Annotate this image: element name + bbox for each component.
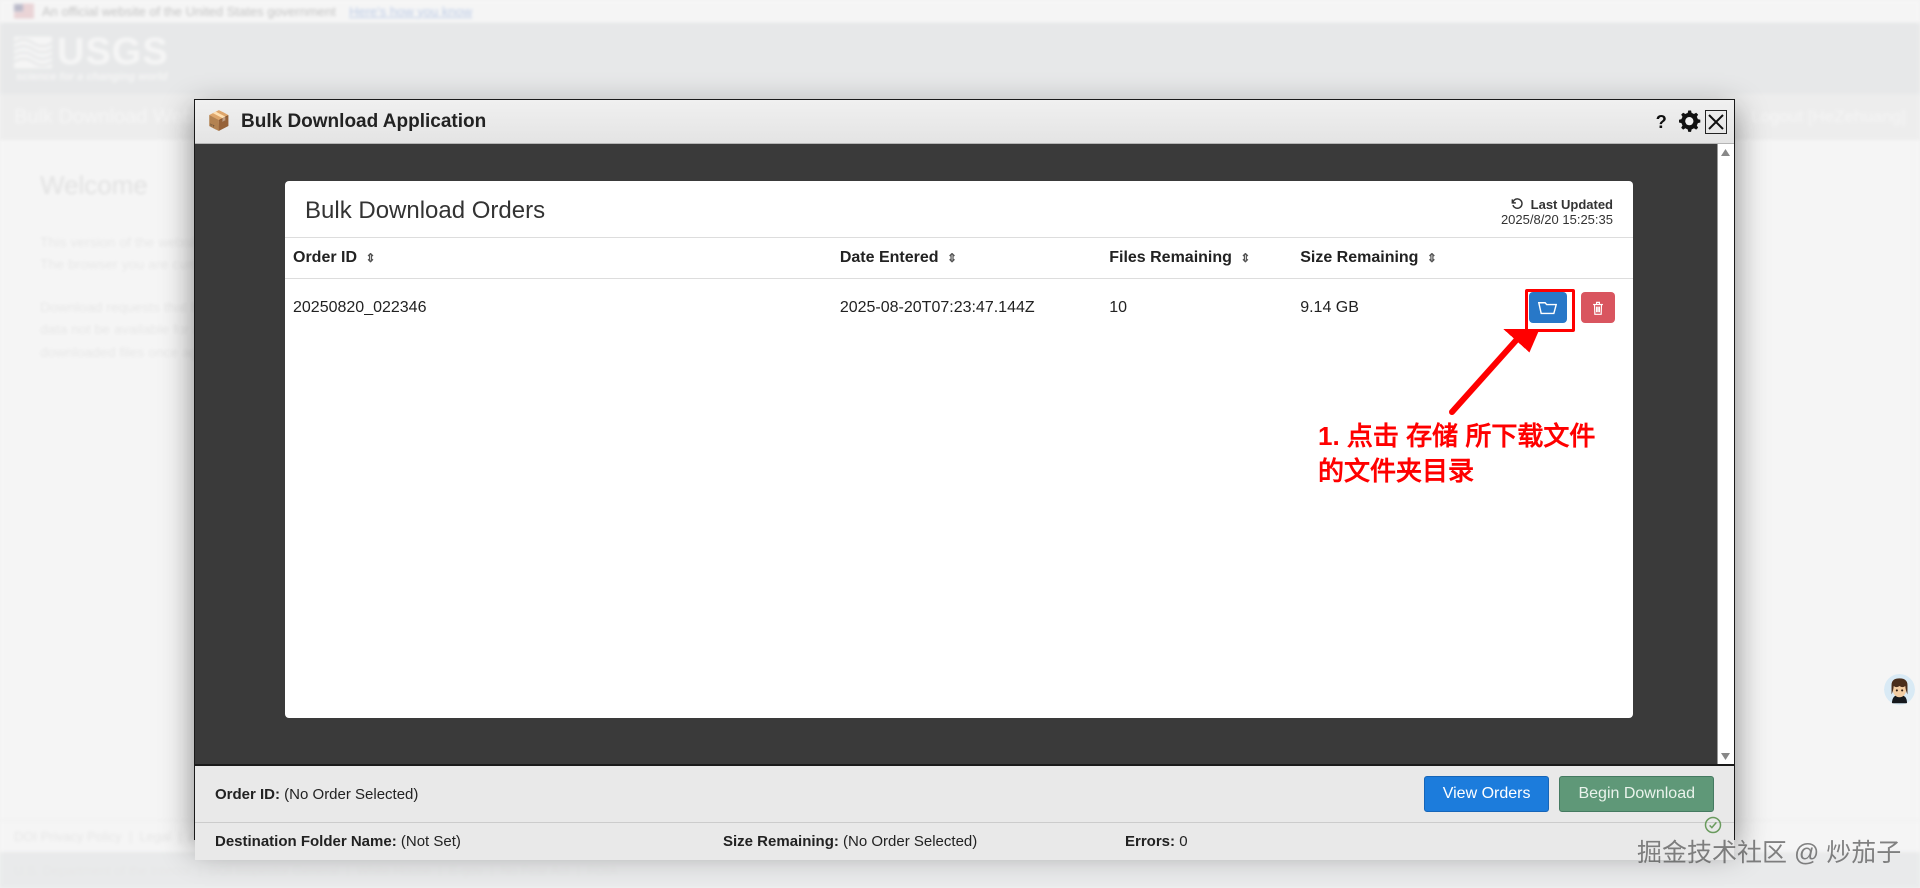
svg-text:?: ? bbox=[1656, 112, 1667, 132]
